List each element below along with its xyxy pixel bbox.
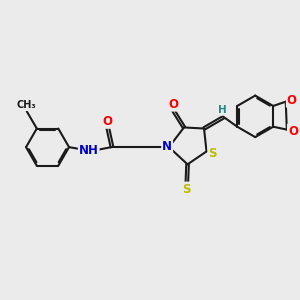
- Text: O: O: [288, 124, 298, 137]
- Text: NH: NH: [79, 144, 99, 157]
- Text: O: O: [103, 115, 113, 128]
- Text: O: O: [287, 94, 297, 107]
- Text: O: O: [168, 98, 178, 111]
- Text: N: N: [162, 140, 172, 153]
- Text: CH₃: CH₃: [16, 100, 36, 110]
- Text: H: H: [218, 105, 227, 115]
- Text: S: S: [208, 147, 217, 160]
- Text: S: S: [183, 182, 191, 196]
